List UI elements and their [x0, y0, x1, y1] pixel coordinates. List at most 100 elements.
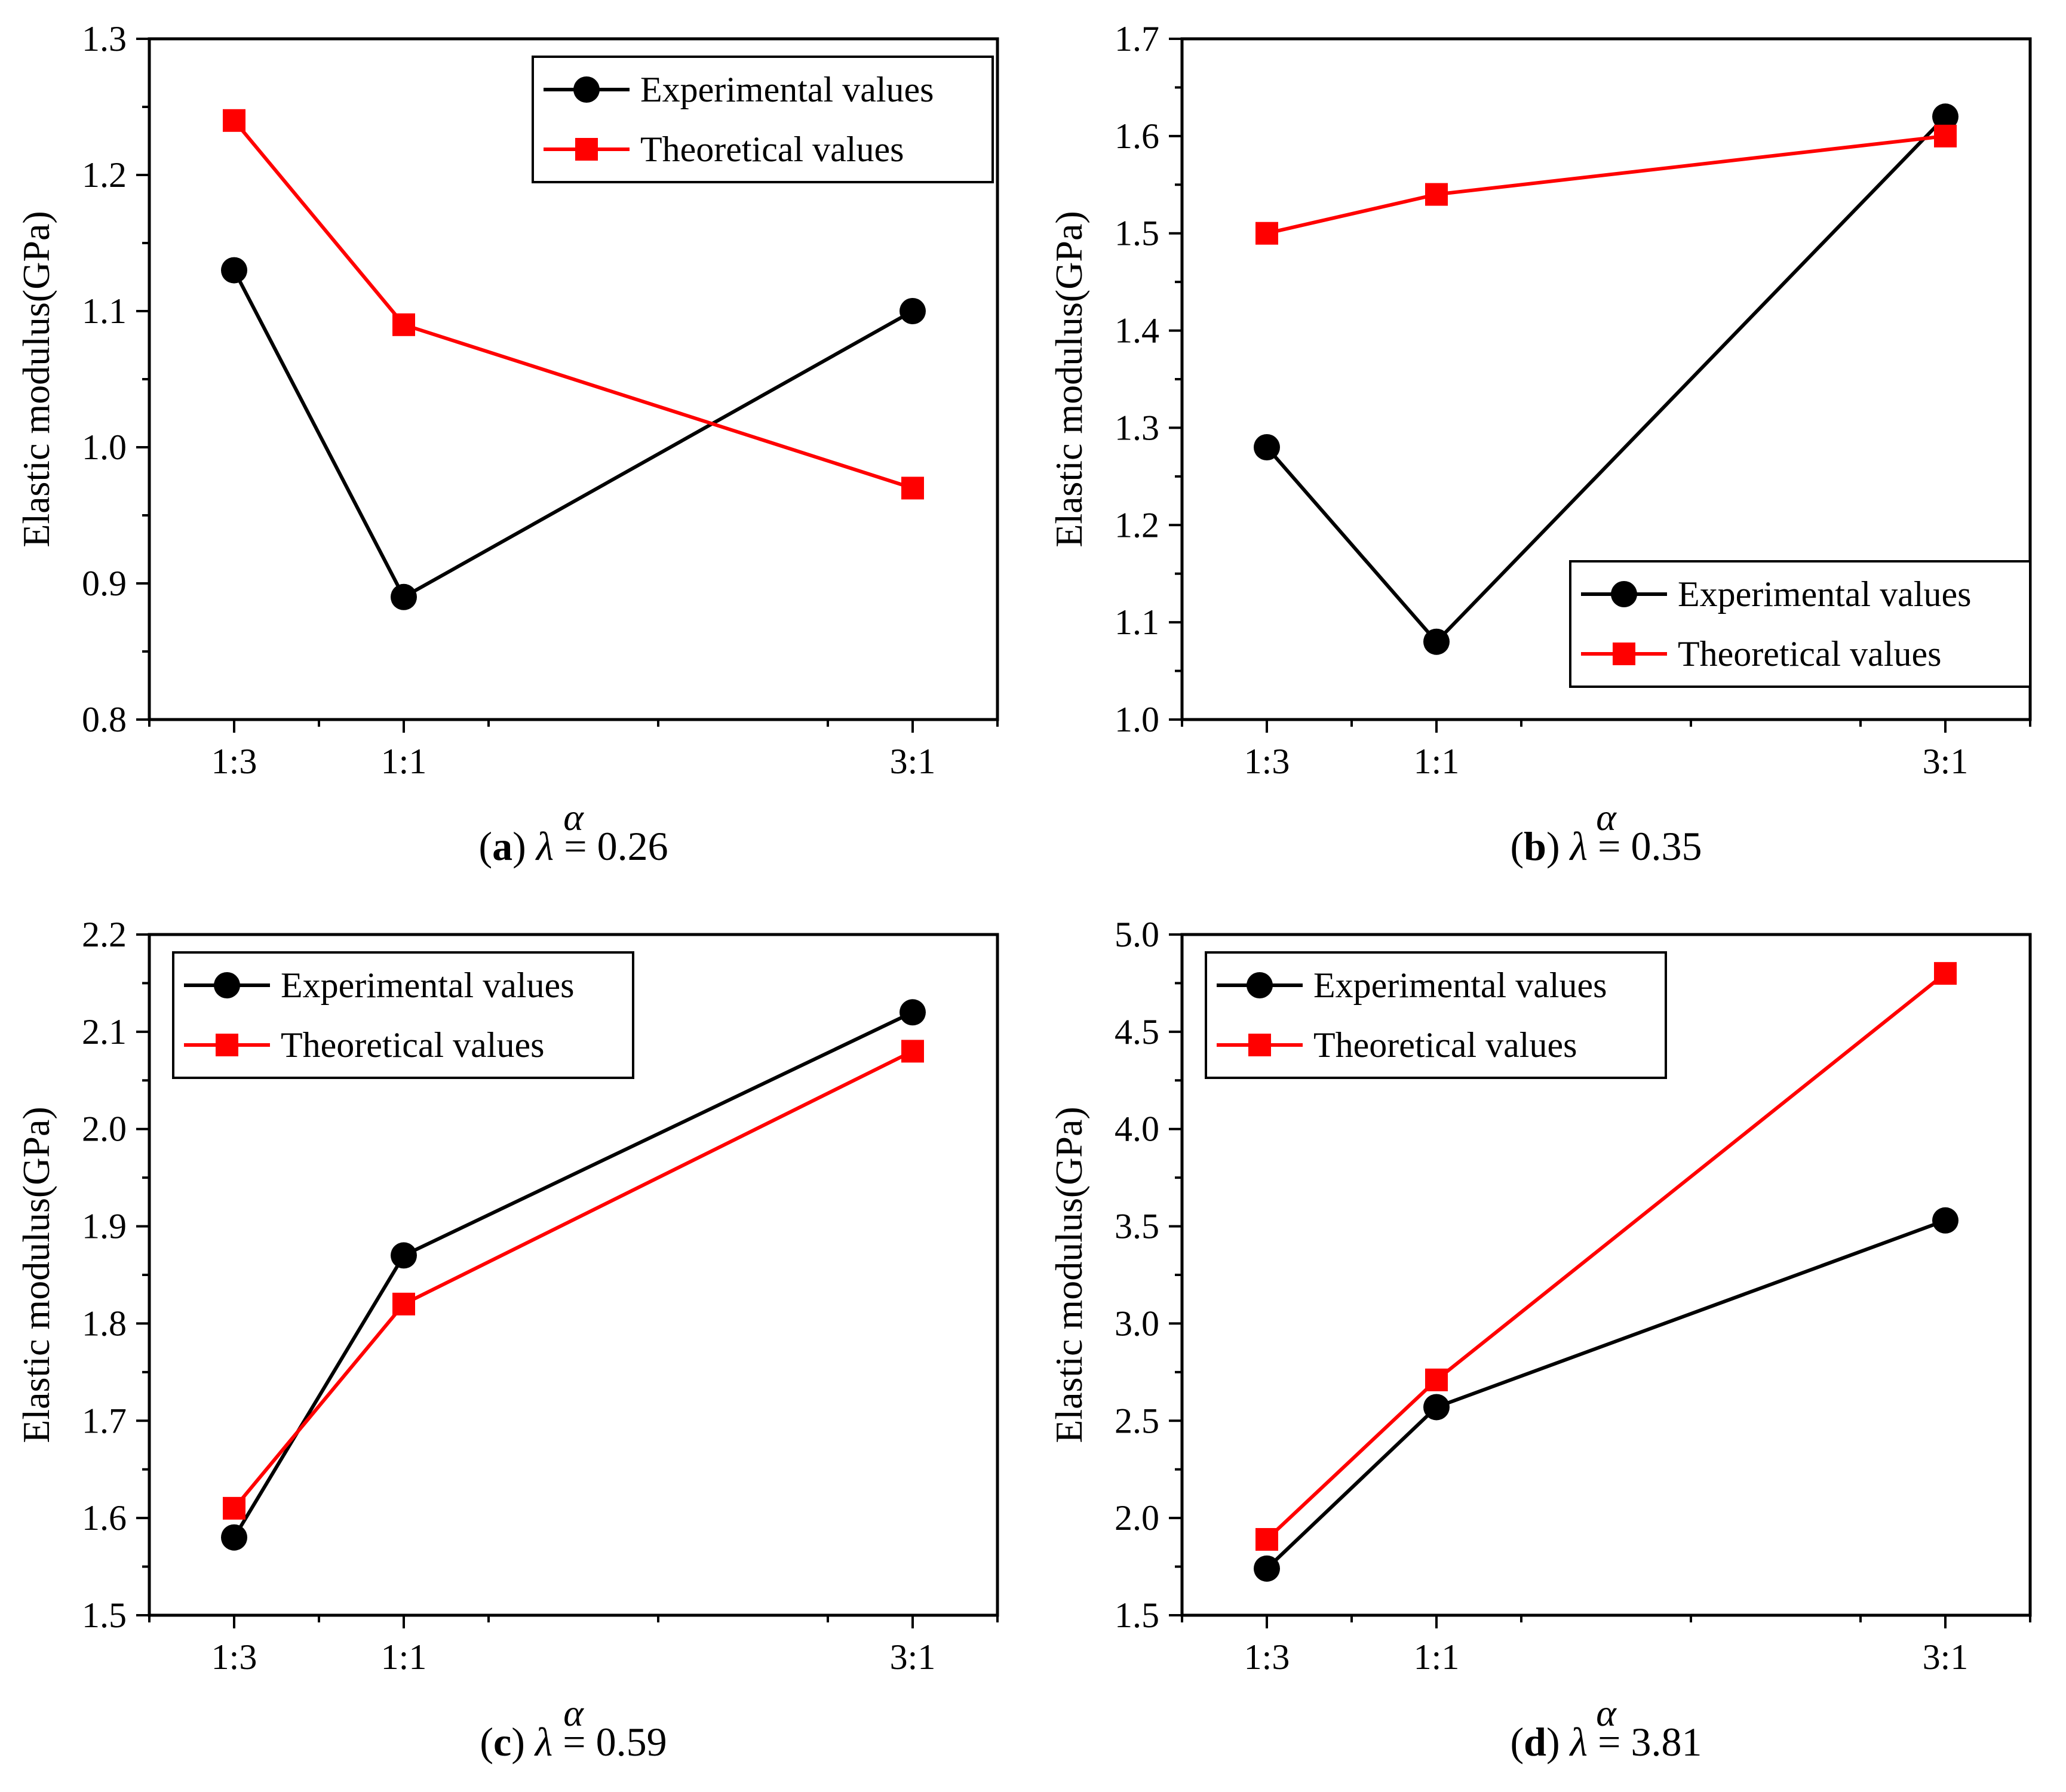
data-point-experimental	[221, 1524, 247, 1551]
data-point-experimental	[1254, 1555, 1280, 1582]
x-axis-label: α	[1596, 796, 1617, 838]
series-line-experimental	[232, 269, 914, 600]
y-tick-label: 1.2	[82, 155, 127, 195]
data-point-experimental	[1932, 103, 1958, 130]
y-tick-label: 1.5	[82, 1596, 127, 1635]
y-tick-label: 1.0	[1115, 700, 1159, 739]
panel-caption: (c) λ = 0.59	[480, 1719, 667, 1765]
y-axis-label: Elastic modulus(GPa)	[15, 1106, 57, 1443]
x-tick-label: 1:3	[211, 742, 257, 781]
y-tick-label: 1.8	[82, 1304, 127, 1343]
data-point-theoretical	[1934, 962, 1957, 985]
y-tick-label: 1.5	[1115, 214, 1159, 253]
data-point-theoretical	[901, 477, 924, 500]
series-line-experimental	[232, 1010, 914, 1539]
legend: Experimental values Theoretical values	[1569, 560, 2031, 688]
legend-marker-square	[1248, 1034, 1271, 1056]
panel-a: 0.8 0.9 1.0 1.1 1.2 1.3 1:3 1:1 3:1 α Elastic modu…	[15, 19, 999, 869]
y-tick-label: 1.5	[1115, 1596, 1159, 1635]
x-tick-label: 1:3	[211, 1637, 257, 1677]
y-tick-label: 2.0	[82, 1109, 127, 1149]
legend: Experimental values Theoretical values	[172, 951, 634, 1079]
data-point-experimental	[1254, 434, 1280, 460]
y-tick-label: 1.4	[1115, 311, 1159, 351]
legend-entry: Theoretical values	[281, 1025, 544, 1065]
x-axis-label: α	[563, 796, 584, 838]
y-axis-label: Elastic modulus(GPa)	[1048, 211, 1090, 547]
legend-entry: Experimental values	[281, 966, 574, 1005]
legend-box	[532, 56, 994, 183]
data-point-experimental	[1423, 628, 1450, 655]
data-point-theoretical	[223, 109, 245, 132]
data-point-theoretical	[1425, 183, 1448, 206]
y-tick-label: 1.6	[82, 1498, 127, 1538]
data-point-experimental	[391, 583, 417, 610]
caption-letter: d	[1524, 1719, 1546, 1765]
x-tick-label: 1:1	[1414, 742, 1460, 781]
data-point-theoretical	[1425, 1368, 1448, 1391]
legend-entry: Experimental values	[1313, 966, 1607, 1005]
data-point-theoretical	[392, 1292, 415, 1315]
y-tick-label: 5.0	[1115, 915, 1159, 954]
legend-marker-circle	[214, 972, 240, 998]
legend-marker-square	[575, 138, 598, 161]
y-axis-label: Elastic modulus(GPa)	[1048, 1106, 1090, 1443]
data-point-theoretical	[223, 1496, 245, 1520]
panel-caption: (b) λ = 0.35	[1511, 823, 1702, 869]
legend: Experimental values Theoretical values	[532, 56, 994, 183]
y-tick-label: 2.0	[1115, 1498, 1159, 1538]
y-tick-label: 1.1	[82, 291, 127, 331]
x-tick-label: 1:1	[381, 1637, 427, 1677]
data-point-experimental	[221, 257, 247, 284]
panel-b: 1.0 1.1 1.2 1.3 1.4 1.5 1.6 1.7 1:3 1:1 3:1 α Elasti…	[1048, 19, 2032, 869]
y-tick-label: 1.2	[1115, 505, 1159, 545]
legend-marker-circle	[1611, 581, 1637, 607]
panel-d: 1.5 2.0 2.5 3.0 3.5 4.0 4.5 5.0 1:3 1:1 3:1 α Elasti…	[1048, 915, 2032, 1765]
data-point-experimental	[391, 1242, 417, 1269]
x-tick-label: 3:1	[1923, 1637, 1969, 1677]
data-point-experimental	[1423, 1394, 1450, 1421]
y-tick-label: 1.3	[82, 19, 127, 59]
series-line-theoretical	[232, 1049, 914, 1510]
y-tick-label: 0.8	[82, 700, 127, 739]
x-tick-label: 1:1	[381, 742, 427, 781]
y-tick-label: 1.7	[1115, 19, 1159, 59]
y-tick-label: 1.0	[82, 428, 127, 467]
caption-lambda-value: 0.59	[596, 1719, 667, 1765]
y-tick-label: 4.5	[1115, 1012, 1159, 1052]
y-tick-label: 1.7	[82, 1401, 127, 1440]
y-tick-label: 1.9	[82, 1207, 127, 1246]
legend-marker-circle	[1247, 972, 1273, 998]
x-tick-label: 1:3	[1244, 742, 1290, 781]
panel-caption: (d) λ = 3.81	[1511, 1719, 1702, 1765]
x-tick-label: 1:3	[1244, 1637, 1290, 1677]
data-point-experimental	[900, 999, 926, 1026]
y-tick-label: 0.9	[82, 564, 127, 603]
caption-lambda-value: 0.26	[597, 823, 668, 869]
caption-letter: a	[492, 823, 512, 869]
y-tick-label: 1.6	[1115, 116, 1159, 156]
data-point-theoretical	[1934, 124, 1957, 147]
legend-entry: Theoretical values	[1678, 634, 1941, 674]
data-point-theoretical	[1255, 1527, 1278, 1551]
data-point-theoretical	[1255, 222, 1278, 245]
y-tick-label: 1.3	[1115, 408, 1159, 447]
x-axis-label: α	[1596, 1692, 1617, 1734]
caption-lambda-value: 3.81	[1631, 1719, 1702, 1765]
x-tick-label: 1:1	[1414, 1637, 1460, 1677]
data-point-theoretical	[901, 1040, 924, 1063]
y-tick-label: 2.1	[82, 1012, 127, 1052]
y-tick-label: 1.1	[1115, 603, 1159, 642]
x-tick-label: 3:1	[1923, 742, 1969, 781]
y-tick-label: 2.2	[82, 915, 127, 954]
legend-marker-circle	[573, 76, 600, 103]
caption-letter: b	[1524, 823, 1546, 869]
panel-c: 1.5 1.6 1.7 1.8 1.9 2.0 2.1 2.2 1:3 1:1 3:1 α Elasti…	[15, 915, 999, 1765]
legend-entry: Theoretical values	[640, 130, 904, 169]
y-tick-label: 3.0	[1115, 1304, 1159, 1343]
data-point-experimental	[1932, 1207, 1958, 1234]
data-point-experimental	[900, 298, 926, 324]
legend-entry: Theoretical values	[1313, 1025, 1577, 1065]
legend-box	[1569, 560, 2031, 688]
y-axis-label: Elastic modulus(GPa)	[15, 211, 57, 547]
